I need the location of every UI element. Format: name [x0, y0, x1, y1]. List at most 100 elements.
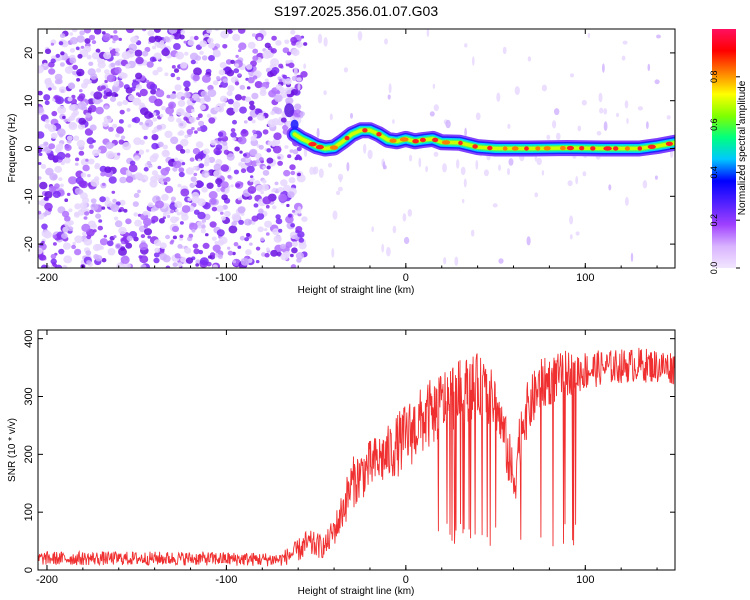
noise-blob: [132, 97, 142, 106]
faint-blob: [570, 73, 574, 78]
noise-blob: [112, 40, 116, 44]
noise-blob: [165, 265, 171, 268]
noise-blob: [200, 228, 206, 234]
noise-blob: [246, 232, 251, 237]
faint-blob: [541, 170, 545, 176]
noise-blob: [114, 220, 123, 228]
faint-blob: [637, 106, 644, 111]
noise-blob: [38, 131, 45, 139]
noise-blob: [170, 93, 177, 100]
noise-blob: [68, 176, 77, 185]
noise-blob: [100, 171, 106, 177]
noise-blob: [264, 220, 273, 228]
noise-blob: [276, 251, 282, 257]
noise-blob: [240, 129, 249, 137]
snr-plot-area: [38, 330, 675, 570]
faint-blob: [569, 234, 573, 240]
noise-blob: [95, 48, 101, 53]
noise-blob: [174, 157, 179, 162]
faint-blob: [541, 84, 548, 92]
noise-blob: [272, 145, 282, 154]
ridge-peak: [535, 146, 541, 151]
noise-blob: [77, 95, 84, 102]
noise-blob: [266, 157, 274, 164]
ridge-peak: [603, 146, 612, 151]
faint-blob: [323, 90, 327, 95]
faint-blob: [425, 165, 428, 173]
faint-blob: [371, 226, 375, 233]
faint-blob: [313, 166, 319, 175]
ridge-peak: [637, 146, 643, 151]
noise-blob: [199, 50, 204, 55]
noise-blob: [140, 107, 149, 116]
noise-blob: [285, 215, 294, 224]
ridge-peak: [315, 144, 324, 150]
noise-blob: [144, 228, 152, 236]
noise-blob: [267, 119, 277, 128]
noise-blob: [288, 213, 292, 218]
noise-blob: [144, 119, 154, 128]
snr-frame: [37, 329, 676, 571]
noise-blob: [83, 29, 92, 34]
noise-blob: [51, 98, 56, 102]
noise-blob: [265, 81, 270, 85]
noise-blob: [264, 78, 269, 83]
faint-blob: [596, 131, 602, 136]
noise-blob: [60, 161, 65, 166]
noise-blob: [252, 55, 259, 61]
noise-blob: [148, 36, 157, 43]
noise-blob: [128, 164, 138, 173]
noise-blob: [273, 132, 282, 140]
faint-blob: [442, 163, 447, 173]
noise-blob: [86, 137, 95, 145]
noise-blob: [69, 57, 77, 64]
noise-blob: [175, 208, 179, 213]
noise-blob: [76, 35, 85, 43]
noise-blob: [268, 89, 277, 98]
noise-blob: [72, 64, 78, 70]
noise-blob: [55, 53, 60, 58]
noise-blob: [90, 198, 97, 204]
noise-blob: [64, 66, 74, 74]
noise-blob: [44, 118, 50, 124]
noise-blob: [59, 62, 65, 67]
faint-blob: [552, 120, 557, 129]
noise-blob: [170, 136, 179, 145]
noise-blob: [294, 103, 302, 111]
noise-blob: [291, 48, 300, 57]
noise-blob: [217, 254, 223, 259]
noise-blob: [292, 149, 299, 155]
noise-blob: [296, 77, 302, 82]
noise-blob: [55, 264, 63, 268]
noise-blob: [217, 131, 224, 137]
faint-blob: [508, 158, 514, 166]
faint-blob: [329, 113, 333, 121]
noise-blob: [88, 61, 94, 66]
noise-blob: [97, 225, 104, 231]
noise-blob: [162, 178, 168, 183]
noise-blob: [88, 144, 94, 149]
noise-blob: [290, 170, 296, 176]
noise-blob: [174, 201, 183, 209]
noise-blob: [115, 244, 121, 249]
noise-blob: [232, 260, 237, 264]
faint-blob: [471, 229, 475, 237]
noise-blob: [84, 211, 90, 216]
ridge-peak: [432, 137, 439, 143]
noise-blob: [118, 119, 124, 124]
noise-blob: [223, 149, 230, 155]
noise-blob: [107, 248, 116, 256]
noise-blob: [214, 241, 219, 245]
noise-blob: [58, 177, 63, 182]
noise-blob: [266, 148, 272, 153]
noise-blob: [115, 47, 120, 53]
noise-blob: [47, 208, 52, 212]
faint-blob: [443, 257, 447, 265]
noise-blob: [197, 181, 204, 188]
noise-blob: [249, 100, 255, 106]
noise-blob: [172, 31, 182, 40]
noise-blob: [287, 154, 292, 159]
noise-blob: [74, 235, 83, 244]
noise-blob: [163, 36, 170, 43]
